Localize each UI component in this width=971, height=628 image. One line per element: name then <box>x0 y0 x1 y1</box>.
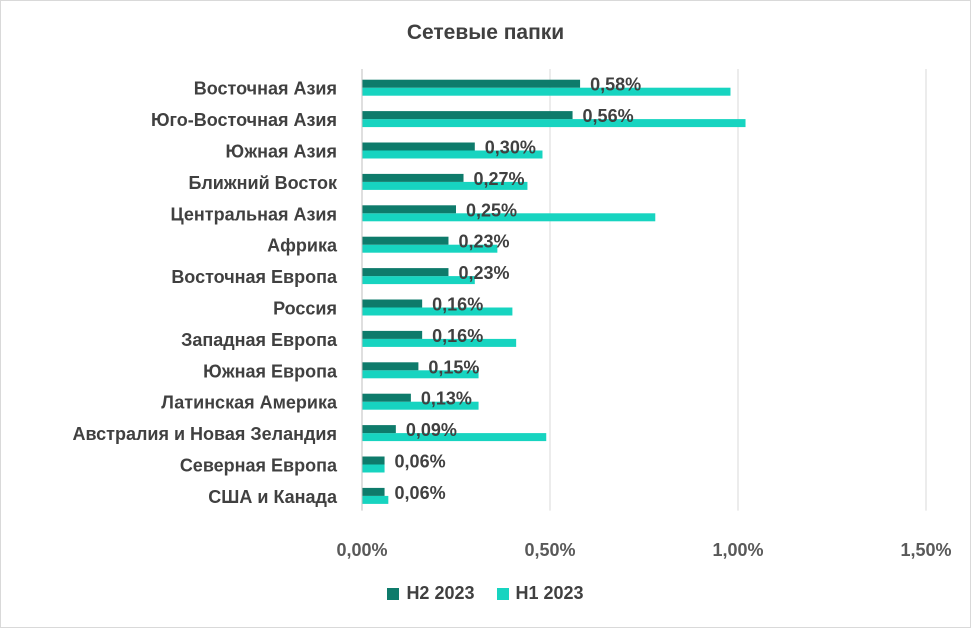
bar-h2-2023 <box>362 393 411 402</box>
legend-item-h2-2023: H2 2023 <box>387 583 475 604</box>
x-tick-label: 0,00% <box>336 540 387 560</box>
bar-h2-2023 <box>362 268 449 277</box>
bar-h1-2023 <box>362 181 528 190</box>
category-label: Западная Европа <box>181 330 338 350</box>
data-label-h2-2023: 0,16% <box>432 295 483 315</box>
legend-label-h2-2023: H2 2023 <box>406 583 475 603</box>
bar-h2-2023 <box>362 205 456 214</box>
legend-label-h1-2023: H1 2023 <box>515 583 584 603</box>
legend-swatch-h2-2023 <box>387 587 400 600</box>
data-label-h2-2023: 0,15% <box>428 357 479 377</box>
data-label-h2-2023: 0,13% <box>421 389 472 409</box>
data-label-h2-2023: 0,23% <box>458 232 509 252</box>
bar-h2-2023 <box>362 236 449 245</box>
bar-h1-2023 <box>362 370 479 379</box>
category-label: Центральная Азия <box>171 204 337 224</box>
bar-h1-2023 <box>362 276 475 285</box>
category-label: Латинская Америка <box>161 393 338 413</box>
bar-h2-2023 <box>362 362 419 371</box>
bar-h2-2023 <box>362 425 396 434</box>
data-label-h2-2023: 0,25% <box>466 200 517 220</box>
bar-h1-2023 <box>362 401 479 410</box>
bar-h1-2023 <box>362 464 385 473</box>
bar-h1-2023 <box>362 150 543 159</box>
data-label-h2-2023: 0,06% <box>395 452 446 472</box>
x-tick-label: 1,00% <box>712 540 763 560</box>
bar-h1-2023 <box>362 433 547 442</box>
bar-h2-2023 <box>362 456 385 465</box>
category-label: Восточная Азия <box>194 79 337 99</box>
category-label: США и Канада <box>208 487 338 507</box>
category-label: Северная Европа <box>180 456 338 476</box>
bar-h2-2023 <box>362 173 464 182</box>
data-label-h2-2023: 0,56% <box>583 106 634 126</box>
data-label-h2-2023: 0,27% <box>474 169 525 189</box>
legend-swatch-h1-2023 <box>496 587 509 600</box>
bar-h1-2023 <box>362 119 746 128</box>
data-label-h2-2023: 0,58% <box>590 75 641 95</box>
category-label: Южная Азия <box>226 142 337 162</box>
data-label-h2-2023: 0,09% <box>406 420 457 440</box>
legend-item-h1-2023: H1 2023 <box>496 583 584 604</box>
bar-h2-2023 <box>362 111 573 120</box>
bar-h1-2023 <box>362 495 389 504</box>
category-label: Австралия и Новая Зеландия <box>73 424 337 444</box>
category-label: Юго-Восточная Азия <box>151 110 337 130</box>
x-tick-label: 0,50% <box>524 540 575 560</box>
bar-h1-2023 <box>362 87 731 96</box>
category-label: Восточная Европа <box>171 267 338 287</box>
category-label: Южная Европа <box>203 361 338 381</box>
data-label-h2-2023: 0,16% <box>432 326 483 346</box>
data-label-h2-2023: 0,23% <box>458 263 509 283</box>
data-label-h2-2023: 0,06% <box>395 483 446 503</box>
bar-h2-2023 <box>362 487 385 496</box>
chart-title: Сетевые папки <box>406 21 565 44</box>
x-tick-label: 1,50% <box>900 540 951 560</box>
category-label: Африка <box>267 236 338 256</box>
data-label-h2-2023: 0,30% <box>485 138 536 158</box>
bar-h1-2023 <box>362 307 513 316</box>
bar-h1-2023 <box>362 338 517 347</box>
bar-h1-2023 <box>362 213 656 222</box>
category-label: Ближний Восток <box>188 173 338 193</box>
bar-h2-2023 <box>362 330 423 339</box>
bar-h2-2023 <box>362 142 475 151</box>
chart-legend: H2 2023 H1 2023 <box>1 583 970 604</box>
bar-h1-2023 <box>362 244 498 253</box>
bar-h2-2023 <box>362 299 423 308</box>
bar-h2-2023 <box>362 79 581 88</box>
category-label: Россия <box>273 299 337 319</box>
